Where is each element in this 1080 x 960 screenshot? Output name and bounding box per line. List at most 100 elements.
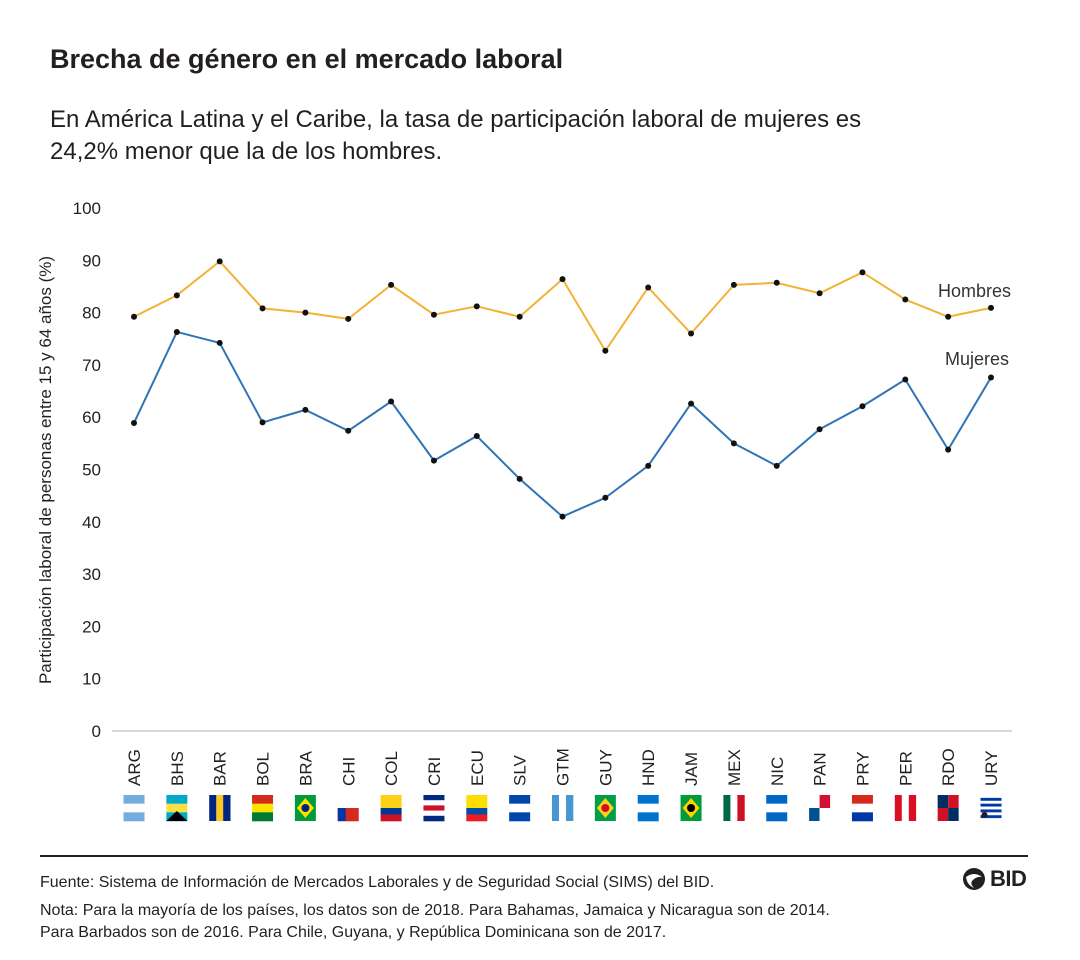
data-point-hombres (816, 290, 823, 297)
data-point-mujeres (988, 374, 994, 381)
x-tick-label: MEX (725, 749, 744, 786)
data-point-hombres (173, 292, 180, 299)
y-tick-label: 30 (82, 565, 101, 584)
y-tick-label: 20 (82, 617, 101, 636)
mexico-flag-icon (723, 795, 745, 821)
x-tick-label: BRA (296, 750, 315, 786)
x-tick-label: ARG (125, 749, 144, 786)
argentina-flag-icon (123, 795, 145, 822)
bid-logo-text: BID (990, 866, 1027, 891)
series-labels: Hombres Mujeres (938, 281, 1011, 369)
y-axis-label: Participación laboral de personas entre … (36, 256, 55, 684)
footer-divider (40, 855, 1028, 857)
x-tick-labels: ARG BHS BAR BOL BRA CHI COL CRI ECU SLV GTM GUY HND J… (125, 748, 1001, 786)
note-line-2: Para Barbados son de 2016. Para Chile, G… (40, 922, 666, 944)
note-text-1: Para la mayoría de los países, los datos… (82, 902, 830, 919)
data-point-mujeres (859, 403, 866, 410)
y-tick-label: 0 (92, 722, 101, 741)
x-tick-label: URY (982, 750, 1001, 786)
data-point-mujeres (602, 494, 609, 501)
data-point-hombres (773, 279, 780, 286)
data-point-hombres (602, 347, 609, 354)
x-tick-label: COL (382, 751, 401, 786)
x-tick-label: CRI (425, 757, 444, 786)
x-tick-label: CHI (339, 757, 358, 786)
chile-flag-icon (337, 795, 359, 822)
note-text-2: Para Barbados son de 2016. Para Chile, G… (40, 924, 667, 941)
data-point-hombres (988, 304, 994, 311)
data-point-mujeres (688, 400, 695, 407)
x-tick-label: NIC (768, 757, 787, 786)
data-point-hombres (430, 311, 437, 318)
data-point-hombres (259, 305, 266, 312)
series-label-mujeres: Mujeres (945, 349, 1009, 369)
brazil-flag-icon (294, 795, 316, 821)
data-point-hombres (730, 281, 737, 288)
data-point-hombres (688, 330, 695, 337)
panama-flag-icon (809, 795, 831, 821)
bid-logo: BID (962, 866, 1027, 892)
source-text: Sistema de Información de Mercados Labor… (98, 874, 715, 891)
data-point-hombres (473, 303, 480, 310)
data-point-mujeres (345, 427, 352, 434)
country-flags (123, 795, 1002, 822)
data-point-mujeres (173, 328, 180, 335)
x-tick-label: BAR (211, 751, 230, 786)
uruguay-flag-icon (980, 795, 1002, 822)
data-point-hombres (945, 313, 952, 320)
y-tick-label: 40 (82, 513, 101, 532)
x-tick-label: BHS (168, 751, 187, 786)
x-tick-label: PAN (811, 752, 830, 786)
data-point-mujeres (559, 513, 566, 520)
bid-logo-icon (963, 868, 985, 890)
jamaica-flag-icon (680, 795, 702, 821)
y-tick-label: 80 (82, 304, 101, 323)
y-tick-label: 10 (82, 670, 101, 689)
source-line: Fuente: Sistema de Información de Mercad… (40, 872, 714, 894)
costa-rica-flag-icon (423, 795, 445, 822)
y-tick-label: 70 (82, 356, 101, 375)
x-tick-label: HND (639, 749, 658, 786)
data-point-mujeres (945, 446, 952, 453)
data-point-hombres (216, 258, 223, 265)
series-group (131, 258, 994, 520)
x-tick-label: GTM (554, 748, 573, 786)
nicaragua-flag-icon (766, 795, 788, 822)
data-point-hombres (902, 296, 909, 303)
ecuador-flag-icon (466, 795, 488, 822)
honduras-flag-icon (637, 795, 659, 822)
data-point-hombres (131, 313, 137, 320)
dominican-republic-flag-icon (937, 795, 959, 821)
chart-title: Brecha de género en el mercado laboral (50, 44, 564, 74)
note-label: Nota: (40, 902, 79, 919)
data-point-mujeres (131, 419, 137, 426)
barbados-flag-icon (209, 795, 231, 821)
x-tick-label: BOL (254, 752, 273, 786)
x-tick-label: GUY (596, 749, 615, 786)
data-point-hombres (516, 313, 523, 320)
data-point-mujeres (473, 433, 480, 440)
colombia-flag-icon (380, 795, 402, 822)
series-label-hombres: Hombres (938, 281, 1011, 301)
x-tick-label: PER (896, 751, 915, 786)
x-tick-label: JAM (682, 752, 701, 786)
data-point-mujeres (645, 462, 652, 469)
y-tick-label: 60 (82, 408, 101, 427)
data-point-hombres (645, 284, 652, 291)
data-point-mujeres (516, 475, 523, 482)
data-point-mujeres (388, 398, 395, 405)
data-point-mujeres (216, 339, 223, 346)
bahamas-flag-icon (166, 795, 188, 822)
data-point-mujeres (902, 376, 909, 383)
data-point-mujeres (259, 419, 266, 426)
bolivia-flag-icon (252, 795, 274, 822)
data-point-hombres (345, 315, 352, 322)
source-label: Fuente: (40, 874, 95, 891)
data-point-hombres (859, 269, 866, 276)
x-tick-label: ECU (468, 750, 487, 786)
x-tick-label: RDO (939, 748, 958, 786)
data-point-mujeres (430, 457, 437, 464)
peru-flag-icon (894, 795, 917, 821)
guyana-flag-icon (594, 795, 616, 821)
line-chart: 0 10 20 30 40 50 60 70 80 90 100 Participación lab… (36, 199, 1012, 822)
